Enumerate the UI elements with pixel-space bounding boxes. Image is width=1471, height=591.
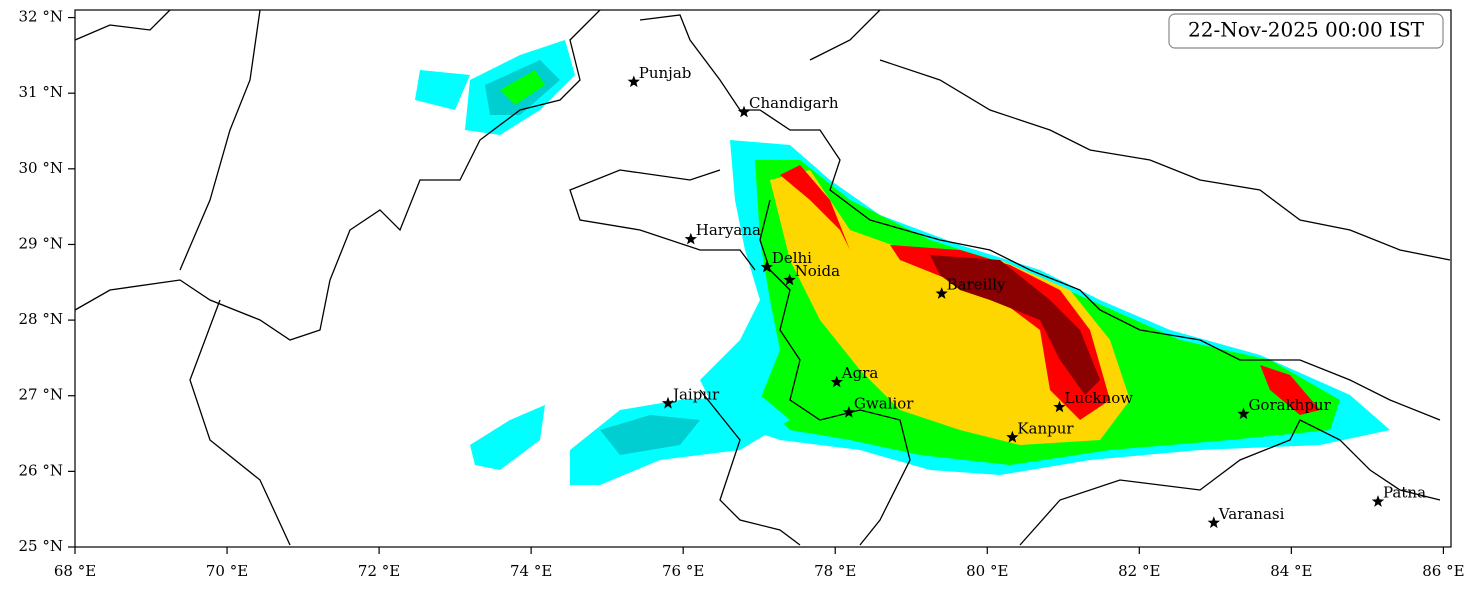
x-tick-label: 82 °E xyxy=(1118,562,1160,580)
border xyxy=(759,199,911,546)
x-tick-label: 70 °E xyxy=(206,562,248,580)
city-marker xyxy=(842,405,856,418)
city-label: Chandigarh xyxy=(749,94,839,112)
map-frame xyxy=(74,9,1452,548)
border xyxy=(1019,419,1441,546)
city-marker xyxy=(935,287,948,299)
y-tick-label: 32 °N xyxy=(19,8,63,26)
city-label: Noida xyxy=(795,262,841,280)
city-marker xyxy=(1207,516,1220,529)
city-label: Varanasi xyxy=(1218,505,1285,523)
city-label: Patna xyxy=(1383,484,1426,502)
border xyxy=(74,279,331,341)
border xyxy=(569,169,756,271)
city-marker xyxy=(783,273,796,286)
x-tick-label: 74 °E xyxy=(510,562,552,580)
x-tick-label: 76 °E xyxy=(662,562,704,580)
border xyxy=(809,9,1451,261)
fog-patch xyxy=(600,415,700,455)
city-marker xyxy=(1053,400,1066,413)
x-tick-label: 72 °E xyxy=(358,562,400,580)
city-label: Agra xyxy=(841,364,879,382)
border xyxy=(189,299,291,546)
x-tick-label: 80 °E xyxy=(966,562,1008,580)
city-marker xyxy=(627,75,640,88)
y-tick-label: 28 °N xyxy=(19,310,63,328)
fog-band xyxy=(780,165,1110,420)
fog-patch xyxy=(415,70,470,110)
fog-field xyxy=(415,40,1390,485)
city-label: Punjab xyxy=(639,64,692,82)
x-tick-label: 78 °E xyxy=(814,562,856,580)
city-label: Bareilly xyxy=(947,276,1006,294)
borders xyxy=(74,9,1451,546)
x-tick-label: 84 °E xyxy=(1270,562,1312,580)
title: 22-Nov-2025 00:00 IST xyxy=(1188,18,1425,42)
x-tick-label: 86 °E xyxy=(1422,562,1464,580)
border xyxy=(699,389,801,546)
y-tick-label: 26 °N xyxy=(19,461,63,479)
fog-patch xyxy=(500,70,545,105)
y-tick-label: 29 °N xyxy=(19,234,63,252)
city-label: Delhi xyxy=(772,249,812,267)
border xyxy=(74,9,171,41)
city-label: Gorakhpur xyxy=(1248,396,1331,414)
city-marker xyxy=(684,232,697,245)
fog-band xyxy=(770,170,1130,445)
city-marker xyxy=(830,375,843,388)
city-marker xyxy=(737,105,751,118)
y-tick-label: 27 °N xyxy=(19,386,63,404)
title-box xyxy=(1168,13,1444,49)
city-label: Jaipur xyxy=(671,385,720,403)
fog-core xyxy=(930,255,1100,395)
y-tick-label: 25 °N xyxy=(19,537,63,555)
fog-patch xyxy=(470,405,545,470)
border xyxy=(329,9,601,281)
border xyxy=(179,9,261,271)
city-marker xyxy=(760,260,773,273)
x-tick-label: 68 °E xyxy=(54,562,96,580)
y-tick-label: 30 °N xyxy=(19,159,63,177)
city-marker xyxy=(1371,495,1385,507)
city-label: Kanpur xyxy=(1017,419,1074,437)
border xyxy=(639,14,1441,421)
city-marker xyxy=(1006,430,1019,443)
fog-core xyxy=(1260,365,1320,415)
city-label: Gwalior xyxy=(854,394,914,412)
city-marker xyxy=(661,396,675,409)
city-label: Haryana xyxy=(696,221,761,239)
y-tick-label: 31 °N xyxy=(19,83,63,101)
city-label: Lucknow xyxy=(1064,389,1133,407)
city-marker xyxy=(1237,407,1250,420)
